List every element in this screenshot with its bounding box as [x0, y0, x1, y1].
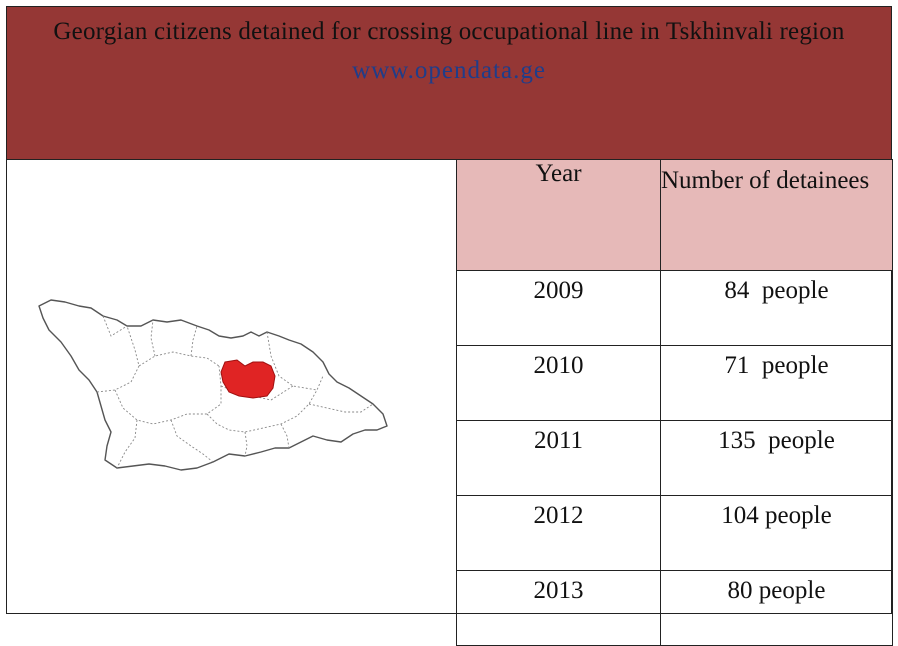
table-row: 2012 104 people: [456, 495, 893, 571]
year-cell: 2013: [456, 570, 661, 646]
year-cell: 2012: [456, 495, 661, 571]
table-row: 2010 71 people: [456, 345, 893, 421]
country-outline: [38, 299, 388, 471]
year-cell: 2011: [456, 420, 661, 496]
detainees-cell: 135 people: [660, 420, 893, 496]
detainees-cell: 84 people: [660, 270, 893, 346]
source-url: www.opendata.ge: [352, 57, 546, 84]
table-header-row: Year Number of detainees: [456, 159, 893, 271]
georgia-map: [38, 299, 388, 471]
detainees-cell: 71 people: [660, 345, 893, 421]
title-banner: Georgian citizens detained for crossing …: [6, 6, 892, 160]
table-row: 2009 84 people: [456, 270, 893, 346]
detainees-cell: 80 people: [660, 570, 893, 646]
column-header-year: Year: [456, 159, 661, 271]
tskhinvali-region-highlight: [220, 359, 276, 399]
year-cell: 2009: [456, 270, 661, 346]
detainees-table: Year Number of detainees 2009 84 people …: [456, 159, 893, 646]
page-title: Georgian citizens detained for crossing …: [53, 18, 845, 45]
map-panel: [6, 159, 457, 614]
column-header-detainees: Number of detainees: [660, 159, 893, 271]
detainees-cell: 104 people: [660, 495, 893, 571]
table-row: 2011 135 people: [456, 420, 893, 496]
year-cell: 2010: [456, 345, 661, 421]
table-row: 2013 80 people: [456, 570, 893, 646]
